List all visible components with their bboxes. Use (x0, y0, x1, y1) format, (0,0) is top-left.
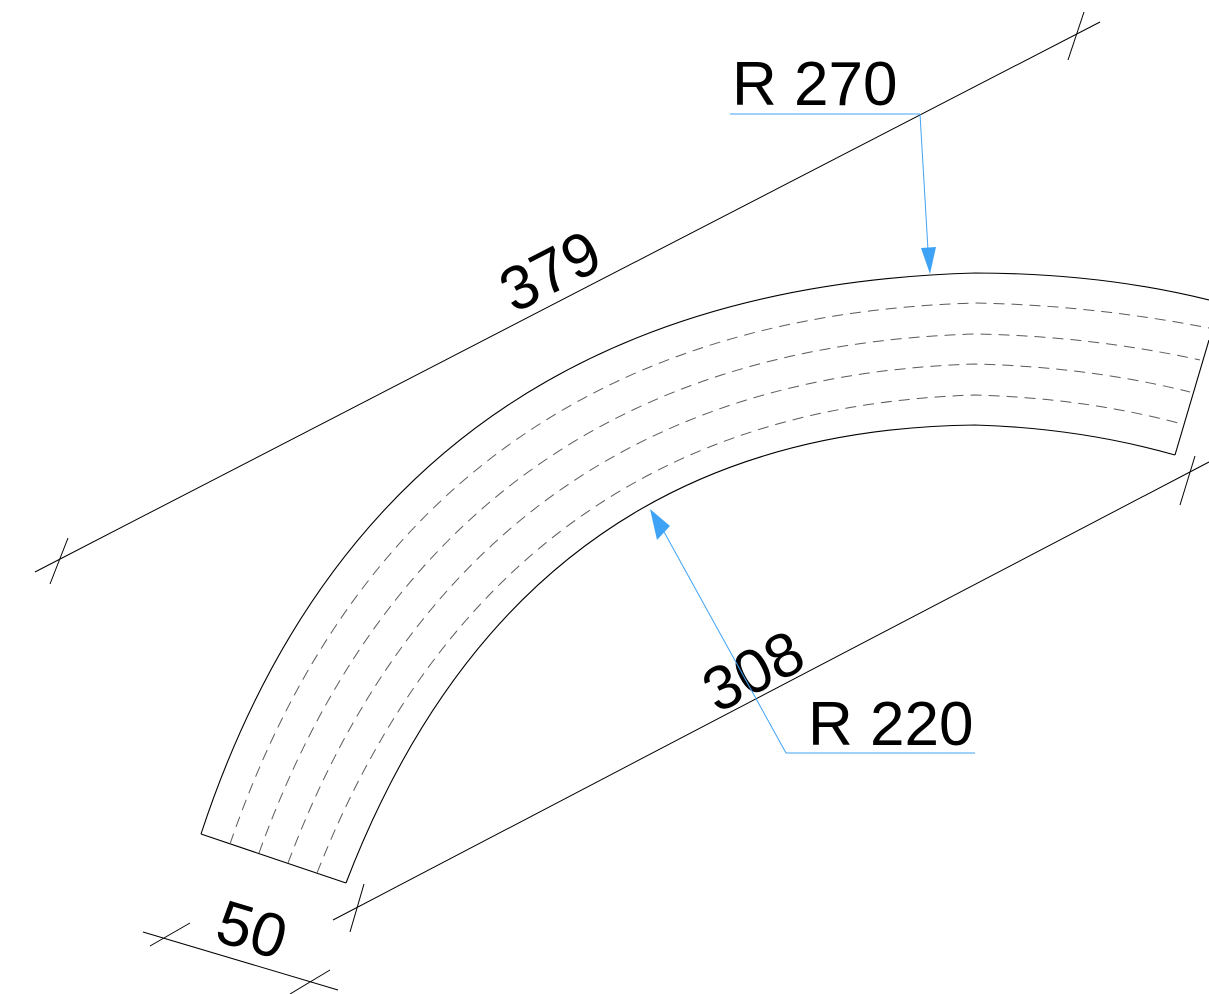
width-dimension-line (142, 931, 339, 991)
outer-radius-arrowhead (921, 247, 936, 274)
hidden-line-2 (258, 333, 1201, 854)
width-dimension: 50 (142, 887, 339, 994)
inner-radius-label: R 220 (808, 690, 973, 759)
width-tick-left (149, 922, 191, 947)
curved-part (200, 272, 1209, 884)
outer-radius-callout: R 270 (730, 50, 936, 274)
inner-tick-left (349, 883, 365, 933)
outer-tick-left (49, 537, 69, 585)
hidden-line-4 (316, 394, 1183, 874)
hidden-line-3 (287, 363, 1191, 864)
left-end-line (200, 833, 347, 884)
width-label: 50 (209, 887, 295, 973)
inner-tick-right (1179, 455, 1196, 506)
hidden-line-1 (229, 302, 1209, 845)
inner-length-dimension: 308 (332, 455, 1209, 933)
inner-radius-leader (662, 529, 787, 754)
outer-length-dimension: 379 (34, 11, 1101, 585)
inner-length-label: 308 (692, 617, 816, 726)
inner-radius-callout: R 220 (650, 509, 975, 759)
outer-radius-leader (919, 113, 929, 251)
inner-radius-arrowhead (650, 509, 670, 540)
outer-tick-right (1067, 11, 1085, 61)
inner-arc (345, 424, 1176, 884)
width-tick-right (289, 969, 331, 994)
outer-length-label: 379 (489, 217, 613, 326)
outer-arc (200, 272, 1209, 835)
inner-dimension-line (332, 461, 1209, 921)
right-end-line (1174, 339, 1209, 456)
outer-radius-label: R 270 (732, 50, 897, 119)
outer-dimension-line (34, 21, 1101, 573)
